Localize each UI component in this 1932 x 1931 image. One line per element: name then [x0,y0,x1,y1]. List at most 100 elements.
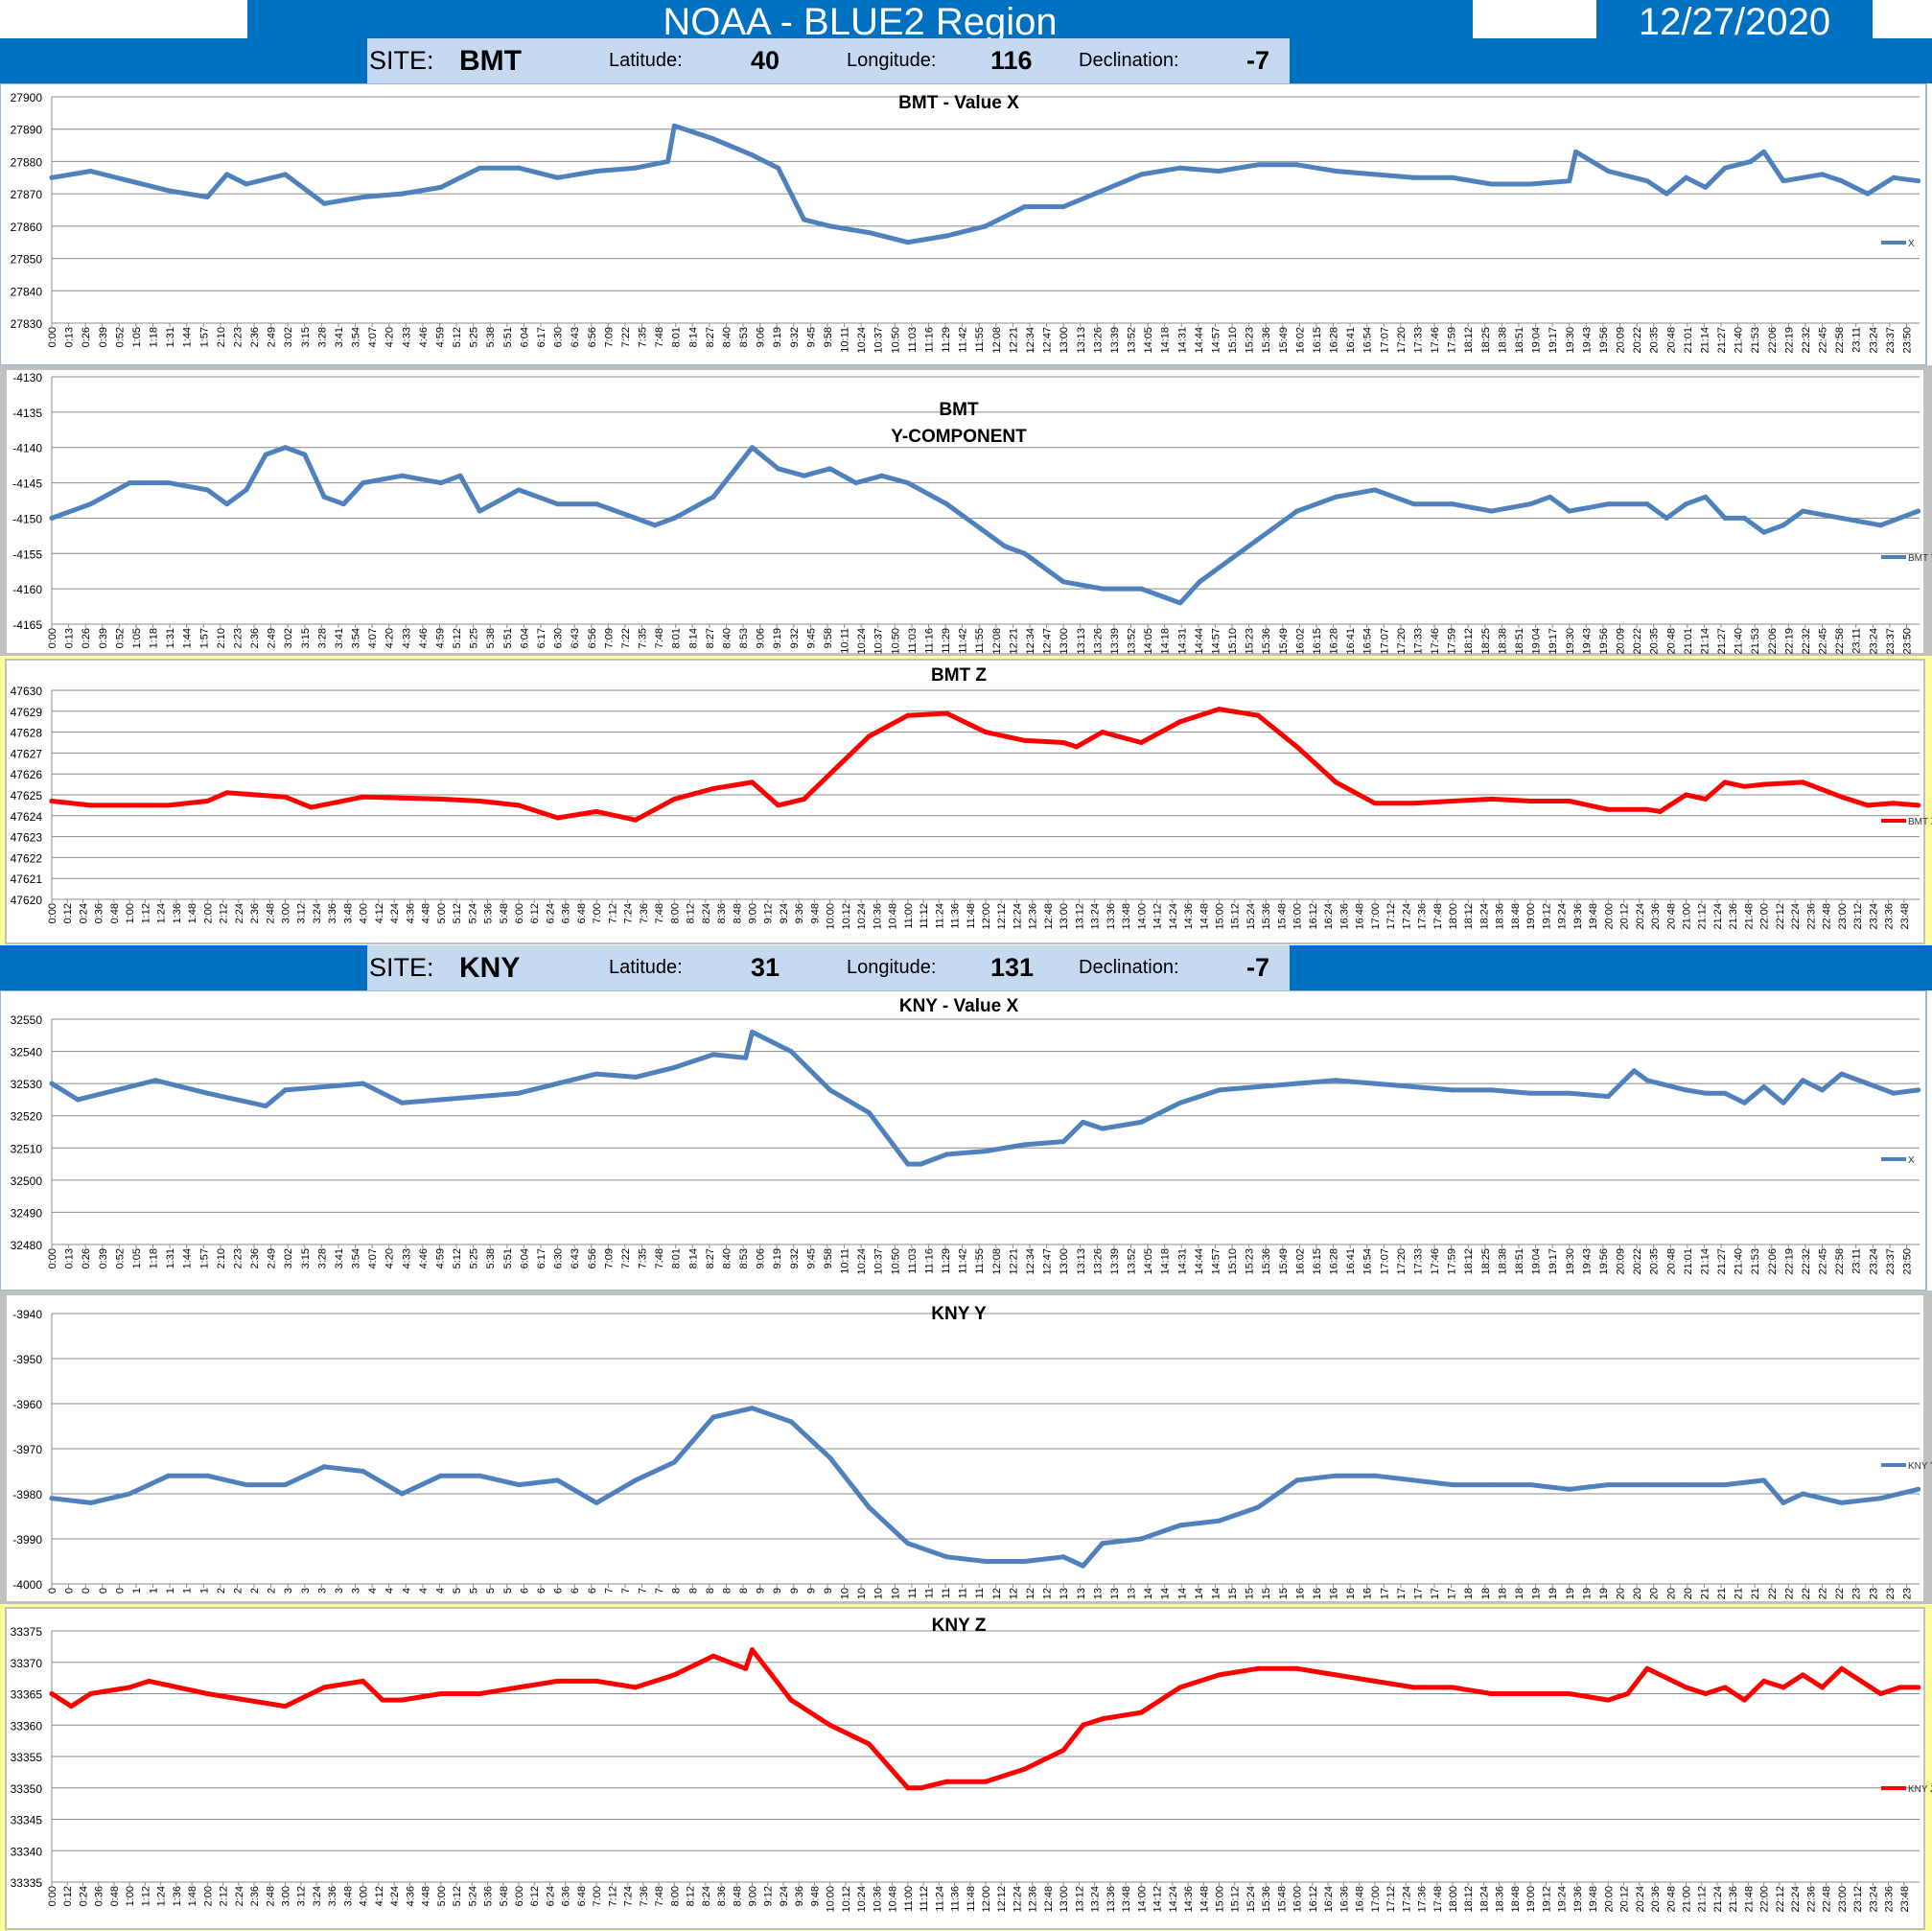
x-tick-label: 0:00 [47,628,58,648]
x-tick-label: 6:12 [529,903,541,923]
x-tick-label: 10 [890,1588,901,1599]
x-tick-label: 3:02 [283,1248,294,1268]
x-tick-label: 0:52 [114,1248,126,1268]
x-tick-label: 5:48 [499,1886,510,1906]
x-tick-label: 21:12 [1697,1886,1709,1913]
y-tick-label: 32550 [11,1013,43,1027]
data-point [1644,1482,1650,1488]
data-point [49,1691,55,1696]
x-tick-label: 3:28 [316,1248,328,1268]
chart-area [5,659,1925,944]
x-tick-label: 0:12 [62,903,74,923]
x-tick-label: 20:12 [1619,903,1631,930]
data-point [750,445,755,451]
data-point [943,233,949,239]
x-tick-label: 5:12 [452,1248,463,1268]
x-tick-label: 17:20 [1396,1248,1408,1275]
x-tick-label: 3:24 [312,903,323,923]
x-tick-label: 11:42 [958,628,969,654]
x-tick-label: 22:19 [1783,1248,1795,1275]
data-point [1177,1685,1183,1690]
x-tick-label: 9:19 [772,1248,783,1268]
x-tick-label: 1:24 [156,903,168,923]
x-tick-label: 1:44 [182,628,194,648]
x-tick-label: 8:36 [716,903,728,923]
data-point [1567,178,1572,184]
y-tick-label: -3970 [12,1443,42,1456]
x-tick-label: 3:54 [351,628,362,648]
x-tick-label: 2:49 [267,628,278,648]
data-point [1657,808,1663,814]
x-tick-label: 17:20 [1396,327,1408,354]
x-tick-label: 2:36 [249,327,261,347]
data-point [224,501,230,507]
x-tick-label: 21:01 [1683,1248,1694,1275]
y-tick-label: 27890 [11,124,43,137]
x-tick-label: 12:21 [1008,628,1019,655]
x-tick-label: 22:19 [1783,327,1795,354]
x-tick-label: 5:00 [436,1886,448,1906]
x-tick-label: 6 [587,1588,598,1594]
site-info-kny: SITE: KNY Latitude: 31 Longitude: 131 De… [367,945,1290,990]
x-tick-label: 16:12 [1308,903,1319,930]
x-tick-label: 19 [1581,1588,1593,1599]
x-tick-label: 20:48 [1665,1248,1677,1275]
data-point [866,230,872,236]
data-point [633,1685,639,1690]
x-tick-label: 16:28 [1329,1248,1340,1275]
data-point [283,1087,288,1093]
data-point [321,1464,327,1470]
x-tick-label: 17:46 [1430,1248,1441,1275]
x-tick-label: 16:02 [1294,628,1306,655]
y-tick-label: -3990 [12,1533,42,1547]
x-tick-label: 21:53 [1750,1248,1761,1275]
x-tick-label: 1:36 [172,903,183,923]
data-point [88,1500,94,1505]
data-point [516,1090,522,1096]
data-point [1684,501,1688,507]
data-point [88,501,94,507]
data-point [1741,515,1747,521]
x-tick-label: 8:14 [687,628,699,648]
x-tick-label: 17:00 [1370,1886,1382,1913]
data-point [1684,1685,1688,1690]
x-tick-label: 6 [519,1588,530,1594]
x-tick-label: 20:09 [1616,628,1627,655]
x-tick-label: 0 [114,1588,126,1594]
data-point [477,1691,482,1696]
data-point [633,1074,639,1080]
x-tick-label: 1:31 [165,327,176,347]
data-point [1644,806,1650,812]
x-tick-label: 5:38 [485,327,497,347]
x-tick-label: 11:42 [958,327,969,353]
data-point [1605,501,1611,507]
x-tick-label: 16:54 [1362,1248,1374,1275]
data-point [1781,1100,1786,1105]
data-point [1022,1766,1028,1772]
x-tick-label: 5:38 [485,628,497,648]
x-tick-label: 1:18 [149,1248,160,1268]
x-tick-label: 0:13 [64,327,76,347]
data-point [1100,188,1106,194]
x-tick-label: 2 [249,1588,261,1594]
x-tick-label: 9:06 [756,628,767,648]
x-tick-label: 8:53 [738,628,750,648]
data-point [750,1029,755,1035]
x-tick-label: 8:00 [669,903,681,923]
x-tick-label: 23:11 [1851,1248,1863,1274]
x-tick-label: 6:43 [570,1248,581,1268]
x-tick-label: 6:36 [561,1886,572,1906]
x-tick-label: 2:36 [249,1248,261,1268]
x-tick-label: 8:12 [686,1886,697,1906]
data-point [68,1704,74,1710]
x-tick-label: 10 [856,1588,868,1599]
x-tick-label: 15:00 [1215,903,1226,930]
x-tick-label: 16:41 [1345,327,1357,354]
x-tick-label: 20 [1683,1588,1694,1599]
x-tick-label: 12:12 [996,903,1008,930]
data-point [1450,1087,1455,1093]
x-tick-label: 10:37 [873,327,885,354]
chart-area [0,990,1927,1291]
y-tick-label: -4150 [12,512,42,525]
